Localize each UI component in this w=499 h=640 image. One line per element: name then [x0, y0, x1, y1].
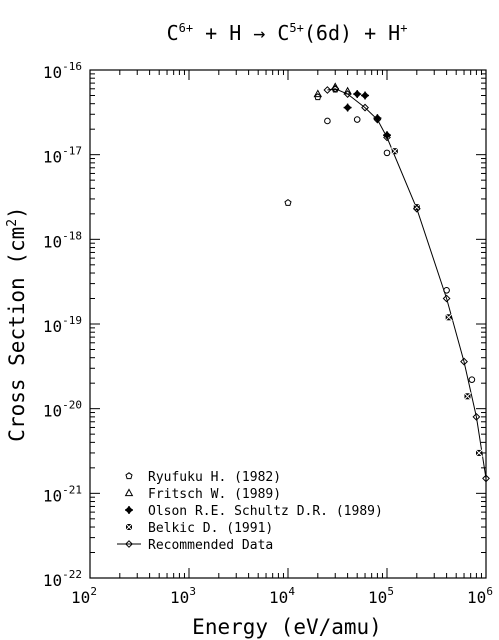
x-tick-label: 106	[467, 585, 493, 607]
plus-diamond-data-point	[343, 103, 352, 112]
x-box-data-point	[463, 392, 472, 401]
triangle-data-point	[343, 86, 352, 95]
open-diamond-data-point	[442, 294, 451, 303]
x-tick-label: 105	[368, 585, 394, 607]
legend-marker	[125, 506, 133, 514]
legend-label: Olson R.E. Schultz D.R. (1989)	[148, 504, 383, 519]
open-diamond-data-point	[460, 357, 468, 366]
open-diamond-data-point	[472, 412, 481, 421]
legend: Ryufuku H. (1982) Fritsch W. (1989) Olson …	[117, 470, 383, 553]
x-box-data-point	[444, 313, 453, 322]
x-box-data-point	[475, 448, 483, 457]
title-end-sup: +	[400, 21, 407, 35]
x-axis-label: Energy (eV/amu)	[192, 615, 382, 639]
plus-diamond-data-point	[373, 114, 382, 123]
legend-label: Belkic D. (1991)	[148, 521, 273, 536]
y-tick-labels: 10-16 10-17 10-18 10-19 10-20 10-21 10-22	[43, 60, 82, 590]
open-diamond-data-point	[331, 84, 340, 93]
legend-label: Fritsch W. (1989)	[148, 487, 281, 502]
open-diamond-data-point	[343, 90, 352, 98]
x-tick-labels: 102 103 104 105 106	[71, 585, 493, 607]
y-tick-label: 10-16	[43, 60, 82, 82]
open-diamond-data-point	[383, 133, 391, 142]
title-mid: + H → C	[193, 21, 289, 45]
y-axis-label-close: )	[5, 206, 29, 219]
y-tick-label: 10-17	[43, 145, 82, 167]
y-axis-label-base: Cross Section (cm	[5, 227, 29, 442]
x-tick-label: 102	[71, 585, 97, 607]
plus-diamond-data-point	[383, 131, 391, 140]
legend-marker	[125, 472, 133, 480]
pentagon-data-point	[284, 198, 292, 206]
open-circle-data-point	[383, 149, 391, 157]
title-mid-sup: 5+	[289, 21, 303, 35]
open-diamond-data-point	[412, 204, 421, 213]
legend-label: Recommended Data	[148, 538, 273, 553]
chart-title: C6+ + H → C5+(6d) + H+	[167, 21, 408, 45]
open-diamond-data-point	[323, 86, 332, 94]
axis-ticks	[89, 70, 486, 579]
legend-marker	[124, 488, 134, 497]
x-box-data-point	[390, 147, 399, 156]
y-tick-label: 10-22	[43, 568, 82, 590]
plus-diamond-data-point	[353, 90, 362, 99]
plus-diamond-data-point	[361, 91, 370, 100]
y-tick-label: 10-19	[43, 314, 82, 336]
title-left: C	[167, 21, 179, 45]
legend-marker	[125, 523, 133, 531]
open-diamond-data-point	[373, 115, 382, 124]
open-diamond-data-point	[482, 474, 490, 483]
open-circle-data-point	[324, 117, 331, 125]
legend-marker	[125, 540, 133, 548]
x-tick-label: 103	[170, 585, 196, 607]
open-circle-data-point	[443, 287, 450, 294]
y-axis-label-sup: 2	[5, 219, 20, 227]
y-tick-label: 10-18	[43, 229, 82, 251]
open-circle-data-point	[353, 116, 361, 123]
open-circle-data-point	[468, 376, 476, 383]
title-left-sup: 6+	[179, 21, 193, 35]
y-axis-label: Cross Section (cm2)	[5, 206, 29, 441]
recommended-data-curve	[327, 88, 487, 479]
open-diamond-data-point	[361, 103, 369, 112]
x-tick-label: 104	[269, 585, 295, 607]
y-tick-label: 10-21	[43, 483, 82, 505]
data-markers	[284, 82, 490, 483]
triangle-data-point	[313, 89, 323, 98]
triangle-data-point	[330, 82, 340, 91]
y-tick-label: 10-20	[43, 399, 82, 421]
title-rest: (6d) + H	[304, 21, 400, 45]
legend-label: Ryufuku H. (1982)	[148, 470, 281, 485]
